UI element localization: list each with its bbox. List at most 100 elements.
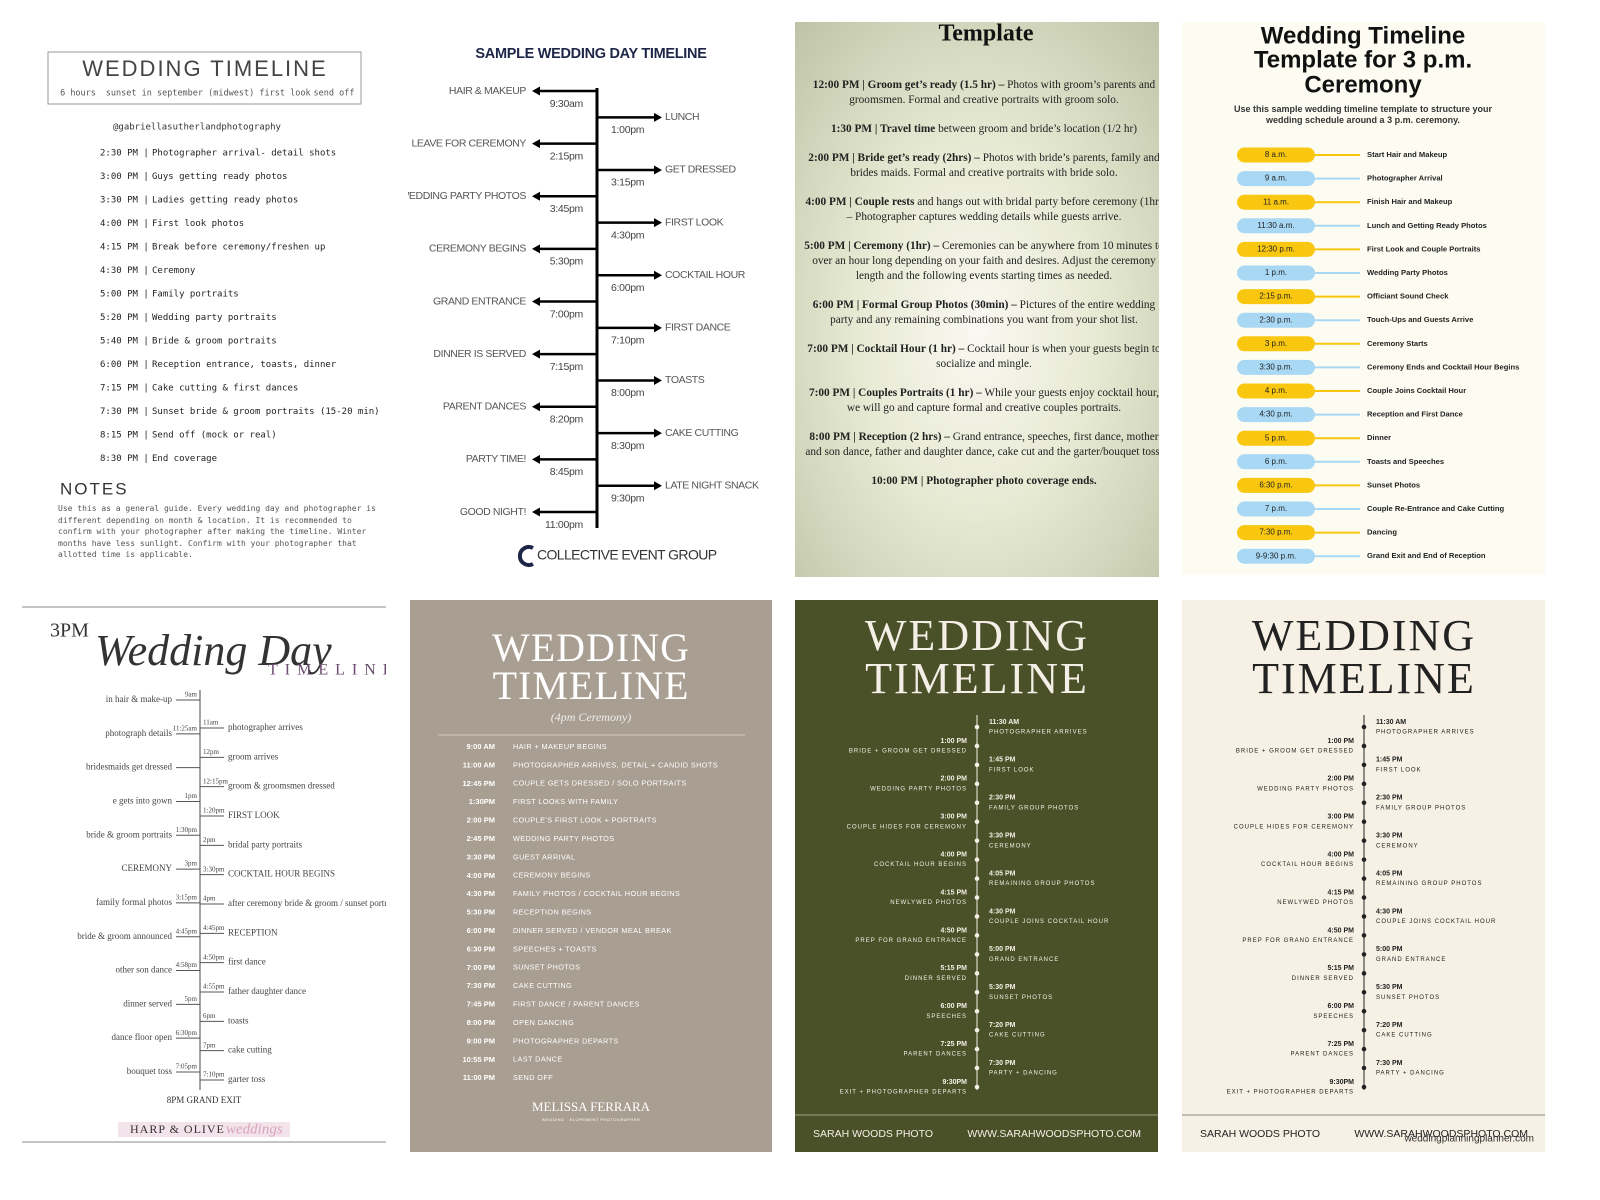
paragraph-head: 2:00 PM | Bride get’s ready (2hrs) –	[808, 152, 980, 164]
row-time: 6:00 PM	[467, 926, 495, 935]
text-block: 12:00 PM | Groom get’s ready (1.5 hr) – …	[803, 79, 1160, 487]
brand: SARAH WOODS PHOTO	[1200, 1128, 1320, 1140]
row-time: 8:15 PM |	[100, 431, 149, 441]
timeline-dot	[974, 989, 980, 995]
row-time: 7 p.m.	[1265, 504, 1287, 513]
brand: SARAH WOODS PHOTO	[813, 1128, 933, 1140]
time-pill	[1237, 336, 1315, 352]
event-label: PREP FOR GRAND ENTRANCE	[1242, 938, 1354, 944]
row-event: Send off (mock or real)	[152, 431, 277, 441]
event-label: dinner served	[123, 998, 172, 1008]
row-time: 2:15 p.m.	[1259, 292, 1292, 301]
time-pill	[1237, 312, 1315, 328]
event-label: WEDDING PARTY PHOTOS	[870, 786, 967, 792]
timeline-dot	[1361, 989, 1367, 995]
row-time: 2:30 PM |	[100, 149, 149, 159]
event-label: GOOD NIGHT!	[460, 506, 526, 518]
timeline-dot	[974, 933, 980, 938]
event-time: 2:30 PM	[989, 795, 1016, 802]
event-label: COCKTAIL HOUR BEGINS	[874, 862, 967, 868]
row-time: 11:00 AM	[463, 760, 495, 769]
row-time: 6 p.m.	[1265, 457, 1287, 466]
row-event: Sunset bride & groom portraits (15-20 mi…	[152, 407, 380, 417]
event-label: DINNER IS SERVED	[433, 348, 526, 360]
row-time: 11:00 PM	[463, 1073, 495, 1082]
row-event: Photographer arrival- detail shots	[152, 149, 336, 159]
row-time: 8:30 PM |	[100, 454, 149, 464]
timeline-dot	[974, 1027, 980, 1033]
row-time: 11:30 a.m.	[1257, 221, 1294, 230]
paragraph: 7:00 PM | Couples Portraits (1 hr) – Whi…	[803, 386, 1160, 416]
event-label: FIRST LOOK	[1376, 767, 1422, 773]
paragraph-text: While your guests enjoy cocktail hour, w…	[846, 387, 1160, 414]
event-time: 9:30PM	[1329, 1079, 1354, 1086]
title: TIMELINE	[1252, 654, 1476, 703]
event-time: 11:25am	[173, 724, 198, 732]
event-time: 2:00 PM	[941, 776, 968, 783]
row-event: Reception entrance, toasts, dinner	[152, 360, 337, 370]
event-label: EXIT + PHOTOGRAPHER DEPARTS	[840, 1090, 967, 1096]
photo-veil	[795, 22, 1159, 577]
event-time: 4:58pm	[176, 961, 198, 969]
event-time: 7:10pm	[611, 335, 645, 347]
paragraph-head: 10:00 PM | Photographer photo coverage e…	[871, 475, 1097, 487]
event-label: FAMILY GROUP PHOTOS	[989, 805, 1079, 811]
watermark: weddingplanningplanner.com	[1403, 1134, 1534, 1145]
row-time: 3 p.m.	[1265, 339, 1287, 348]
event-time: 4:45pm	[203, 924, 225, 932]
event-label: HAIR & MAKEUP	[449, 85, 526, 97]
row-time: 4:30 p.m.	[1259, 410, 1292, 419]
time-pill	[1237, 171, 1315, 187]
event-time: 3:30 PM	[989, 833, 1016, 840]
arrowhead	[532, 402, 540, 412]
event-label: PHOTOGRAPHER ARRIVES	[989, 730, 1088, 736]
row-event: Bride & groom portraits	[152, 337, 277, 347]
time-pill	[1237, 241, 1315, 257]
event-label: COUPLE JOINS COCKTAIL HOUR	[1376, 919, 1496, 925]
row-event: OPEN DANCING	[513, 1018, 574, 1027]
event-time: 1:45 PM	[1376, 757, 1403, 764]
event-label: EXIT + PHOTOGRAPHER DEPARTS	[1227, 1090, 1354, 1096]
event-time: 5:30 PM	[989, 984, 1016, 991]
event-label: photographer arrives	[228, 722, 303, 732]
event-time: 8:45pm	[550, 466, 584, 478]
event-time: 4:05 PM	[989, 870, 1016, 877]
event-label: PARTY + DANCING	[989, 1071, 1058, 1077]
time-pill	[1237, 430, 1315, 446]
event-time: 4:15 PM	[941, 889, 968, 896]
paragraph: 7:00 PM | Cocktail Hour (1 hr) – Cocktai…	[803, 342, 1159, 372]
arrowhead	[532, 244, 540, 254]
row-time: 6:30 p.m.	[1259, 481, 1292, 490]
arrowhead	[654, 323, 662, 333]
timeline-dot	[974, 1084, 980, 1090]
event-label: bridal party portraits	[228, 839, 302, 849]
timeline-dot	[1361, 1046, 1367, 1052]
event-time: 7:30 PM	[989, 1060, 1016, 1067]
timeline-dot	[974, 781, 980, 787]
arrowhead	[654, 428, 662, 438]
timeline-dot	[1361, 1084, 1367, 1090]
row-time: 9:00 AM	[467, 742, 495, 751]
timeline-dot	[974, 971, 980, 976]
event-label: SPEECHES	[1313, 1014, 1354, 1020]
row-event: HAIR + MAKEUP BEGINS	[513, 742, 607, 751]
title: WEDDING	[865, 611, 1089, 660]
timeline-dot	[974, 876, 980, 881]
event-label: WEDDING PARTY PHOTOS	[399, 190, 526, 202]
paragraph: 8:00 PM | Reception (2 hrs) – Grand entr…	[803, 430, 1159, 460]
event-time: 8:00pm	[611, 387, 645, 399]
event-time: 5:30pm	[550, 256, 584, 268]
brand: HARP & OLIVE	[130, 1122, 225, 1136]
event-time: 4:55pm	[203, 983, 225, 991]
event-time: 2pm	[203, 836, 216, 844]
event-time: 3:45pm	[550, 203, 584, 215]
event-label: CAKE CUTTING	[1376, 1033, 1433, 1039]
event-time: 8:30pm	[611, 440, 645, 452]
event-label: bouquet toss	[127, 1066, 173, 1076]
row-event: Wedding Party Photos	[1367, 268, 1448, 277]
event-time: 7:15pm	[550, 361, 584, 373]
